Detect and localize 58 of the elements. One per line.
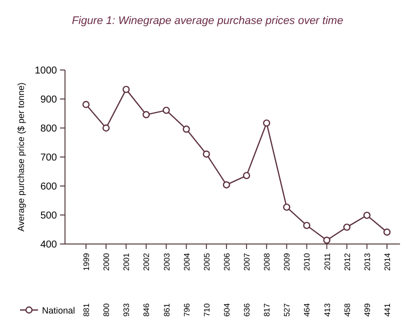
legend-label: National (42, 306, 76, 316)
x-tick-label: 2011 (322, 252, 332, 270)
data-label: 636 (242, 302, 252, 317)
y-axis-title: Average purchase price ($ per tonne) (16, 82, 26, 232)
chart-title: Figure 1: Winegrape average purchase prices over time (72, 15, 344, 27)
data-label: 604 (222, 302, 232, 317)
point (222, 181, 230, 188)
x-tick-label: 1999 (82, 252, 91, 271)
data-label: 458 (342, 302, 352, 317)
data-label: 846 (142, 302, 152, 317)
y-tick-label: 900 (40, 94, 58, 106)
x-tick-label: 2007 (242, 252, 252, 271)
x-tick-label: 2014 (383, 252, 392, 271)
point (363, 212, 371, 219)
point (263, 119, 270, 127)
x-tick-label: 2012 (342, 252, 352, 271)
point (383, 228, 391, 236)
x-tick-label: 2006 (222, 252, 232, 271)
data-label: 710 (202, 302, 212, 317)
point (303, 222, 310, 230)
data-label: 413 (322, 302, 332, 317)
point (122, 86, 130, 94)
x-tick-label: 2010 (302, 252, 312, 271)
point (142, 111, 150, 118)
y-tick-label: 500 (40, 210, 58, 222)
data-label: 881 (82, 302, 91, 317)
x-tick-label: 2013 (362, 252, 372, 271)
point (202, 150, 210, 158)
x-tick-label: 2002 (142, 252, 152, 271)
data-label: 441 (383, 302, 392, 317)
point (162, 106, 170, 114)
y-tick-label: 1000 (34, 66, 58, 76)
y-tick-label: 800 (40, 124, 58, 134)
x-tick-label: 2005 (202, 252, 212, 271)
x-tick-label: 2003 (162, 252, 172, 271)
x-tick-label: 2008 (262, 252, 272, 271)
point (182, 126, 190, 133)
data-label: 464 (302, 302, 312, 317)
y-tick-label: 400 (40, 240, 58, 250)
point (82, 100, 90, 108)
point (283, 204, 290, 211)
point (102, 124, 110, 132)
data-label: 817 (262, 302, 272, 317)
data-label: 800 (102, 302, 112, 317)
point (242, 172, 250, 180)
x-tick-label: 2001 (122, 252, 132, 271)
point (323, 236, 330, 244)
y-tick-label: 600 (40, 182, 58, 192)
data-label: 796 (182, 302, 192, 317)
data-label: 499 (362, 302, 372, 317)
data-label: 933 (122, 302, 132, 317)
point (343, 224, 350, 231)
x-tick-label: 2009 (282, 252, 292, 271)
x-tick-label: 2000 (102, 252, 112, 271)
data-label: 861 (162, 302, 172, 317)
y-tick-label: 700 (40, 152, 58, 164)
x-tick-label: 2004 (182, 252, 192, 271)
data-label: 527 (282, 302, 292, 317)
